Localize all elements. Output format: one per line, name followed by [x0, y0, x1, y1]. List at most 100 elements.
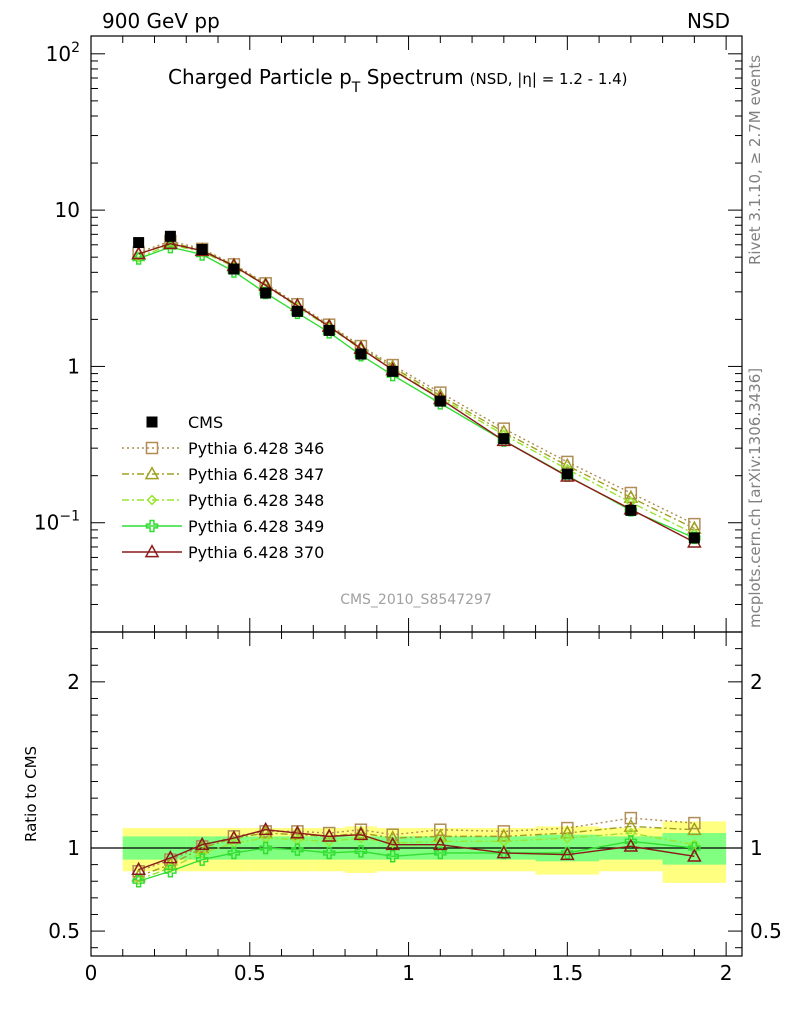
data-point	[258, 825, 273, 839]
x-tick-label: 2	[720, 961, 733, 985]
data-point	[323, 835, 335, 847]
data-point	[259, 841, 272, 855]
main-plot-panel: 102 10 1 10−1 Charged Particle pT Spectrum (N…	[34, 35, 743, 633]
process-label: NSD	[687, 9, 730, 33]
data-point	[498, 433, 510, 445]
data-point	[432, 836, 448, 851]
data-point	[226, 830, 242, 844]
data-point	[322, 846, 336, 860]
x-tick-label: 0.5	[234, 961, 266, 985]
data-point	[164, 865, 177, 878]
ratio-axis-label: Ratio to CMS	[22, 746, 40, 842]
data-point	[386, 850, 399, 863]
data-point	[623, 838, 639, 852]
data-point	[561, 455, 574, 469]
y-tick-label: 1	[67, 836, 80, 860]
data-point	[290, 825, 305, 839]
data-point	[132, 874, 145, 888]
data-point	[163, 235, 178, 250]
data-point	[386, 828, 399, 841]
y-tick-label: 1	[67, 354, 80, 378]
data-point	[434, 395, 446, 407]
data-point	[163, 856, 178, 871]
y-tick-label-right: 2	[750, 670, 763, 694]
series-line	[138, 825, 695, 877]
data-point	[133, 237, 145, 249]
data-point	[687, 848, 702, 862]
legend-label: Pythia 6.428 347	[188, 465, 324, 484]
data-point	[146, 494, 158, 506]
legend-label: Pythia 6.428 370	[188, 543, 324, 562]
y-tick-label: 102	[46, 40, 80, 66]
data-point	[561, 468, 573, 480]
data-point	[434, 835, 446, 847]
y-tick-label: 10−1	[34, 509, 80, 535]
data-point	[144, 466, 160, 480]
mcplots-credit-label: mcplots.cern.ch [arXiv:1306.3436]	[746, 368, 764, 628]
x-tick-label: 1.5	[551, 961, 583, 985]
series-pythia-6-428-346	[132, 234, 701, 531]
beam-energy-label: 900 GeV pp	[102, 9, 220, 33]
series-line	[138, 817, 695, 872]
data-point	[687, 821, 702, 836]
data-point	[560, 846, 575, 861]
data-point	[625, 504, 637, 516]
ratio-pythia-6-428-349	[132, 835, 701, 888]
data-point	[323, 324, 335, 336]
ratio-plot-frame	[90, 631, 743, 957]
data-point	[132, 865, 145, 878]
x-tick-label: 0	[85, 961, 98, 985]
rivet-version-label: Rivet 3.1.10, ≥ 2.7M events	[746, 55, 764, 265]
y-tick-label-right: 0.5	[750, 919, 782, 943]
data-point	[623, 818, 639, 832]
data-point	[432, 828, 448, 842]
data-point	[561, 832, 573, 844]
data-point	[196, 847, 208, 859]
data-point	[387, 837, 399, 849]
data-point	[434, 846, 447, 860]
data-point	[228, 263, 240, 275]
data-point	[164, 230, 176, 242]
data-point	[291, 843, 304, 856]
data-point	[133, 874, 145, 886]
data-point	[496, 845, 512, 859]
data-point	[145, 519, 159, 533]
data-point	[355, 832, 367, 844]
data-point	[164, 862, 176, 874]
data-point	[496, 828, 512, 842]
legend-label: CMS	[188, 413, 223, 432]
data-point	[291, 305, 303, 317]
y-tick-label: 2	[67, 670, 80, 694]
data-point	[385, 836, 401, 851]
data-point	[624, 811, 638, 825]
data-point	[163, 850, 178, 864]
y-tick-label: 10	[55, 198, 80, 222]
data-point	[133, 251, 145, 263]
data-point	[322, 826, 336, 840]
chart-title: Charged Particle pT Spectrum (NSD, |η| = …	[168, 65, 628, 96]
data-point	[625, 827, 637, 839]
legend: CMS Pythia 6.428 346 Pythia 6.428 347 Pythi…	[122, 413, 324, 562]
series-line	[138, 829, 695, 871]
data-point	[144, 544, 160, 558]
data-point	[131, 861, 146, 876]
data-point	[146, 416, 158, 428]
y-tick-label: 0.5	[48, 919, 80, 943]
data-point	[227, 846, 241, 860]
data-point	[355, 348, 367, 360]
data-point	[145, 441, 159, 455]
data-point	[688, 532, 700, 544]
legend-label: Pythia 6.428 349	[188, 517, 324, 536]
data-point	[260, 287, 272, 299]
data-point	[194, 836, 210, 851]
data-point	[196, 243, 208, 255]
x-tick-label: 1	[402, 961, 415, 985]
series-line	[138, 832, 695, 881]
data-point	[131, 245, 146, 260]
legend-label: Pythia 6.428 348	[188, 491, 324, 510]
data-point	[353, 826, 369, 841]
y-tick-label-right: 1	[750, 836, 763, 860]
ratio-pythia-6-428-370	[131, 821, 702, 876]
data-point	[195, 853, 209, 866]
